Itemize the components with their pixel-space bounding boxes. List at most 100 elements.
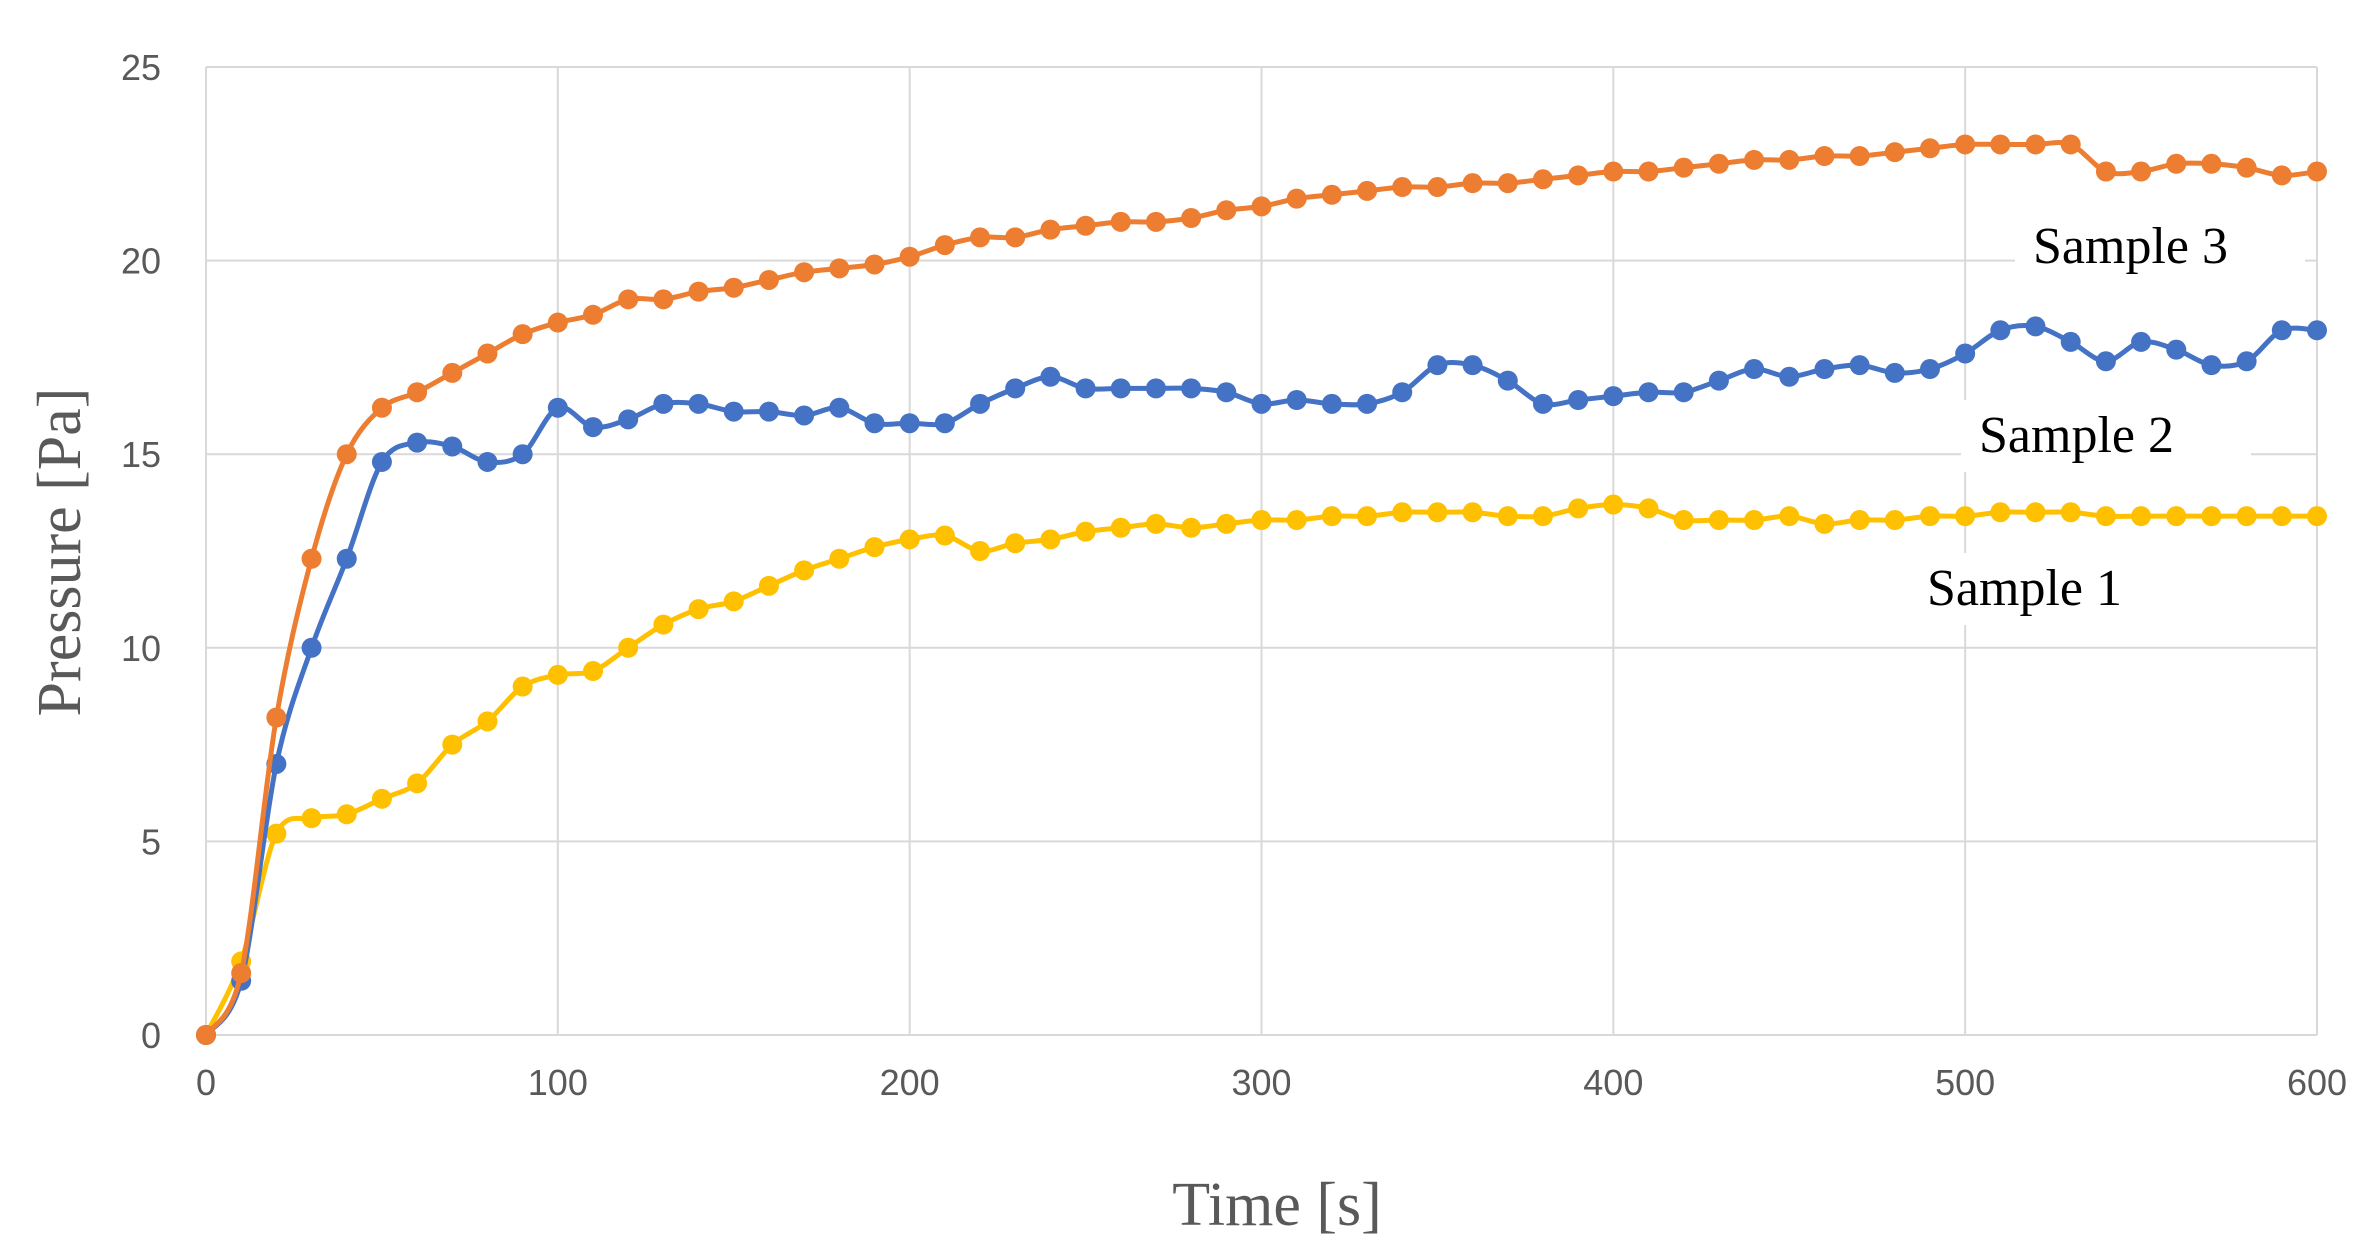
sample-2-point bbox=[1462, 355, 1483, 376]
sample-2-point bbox=[794, 405, 815, 426]
sample-2-point bbox=[1990, 320, 2011, 341]
sample-3-point bbox=[2095, 161, 2116, 182]
sample-2-point bbox=[1603, 386, 1624, 407]
sample-1-point bbox=[2166, 506, 2187, 527]
sample-3-point bbox=[1286, 188, 1307, 209]
sample-3-point bbox=[512, 324, 533, 345]
sample-2-point bbox=[1673, 382, 1694, 403]
sample-1-point bbox=[794, 560, 815, 581]
sample-3-label-bg bbox=[2015, 211, 2305, 283]
sample-3-point bbox=[2166, 153, 2187, 174]
sample-1-point bbox=[266, 823, 287, 844]
sample-3-point bbox=[1849, 146, 1870, 167]
sample-2-point bbox=[1216, 382, 1237, 403]
sample-3-point bbox=[1040, 219, 1061, 240]
sample-2-series bbox=[196, 316, 2327, 1045]
sample-3-point bbox=[442, 362, 463, 383]
sample-2-point bbox=[2307, 320, 2327, 341]
sample-1-label: Sample 1 bbox=[1927, 560, 2122, 617]
sample-3-point bbox=[1216, 200, 1237, 221]
sample-1-point bbox=[723, 591, 744, 612]
sample-1-point bbox=[758, 575, 779, 596]
sample-1-point bbox=[829, 548, 850, 569]
sample-1-point bbox=[1075, 521, 1096, 542]
sample-1-point bbox=[1814, 513, 1835, 534]
sample-3-point bbox=[1779, 149, 1800, 170]
y-tick-label: 10 bbox=[121, 628, 161, 669]
sample-3-point bbox=[2307, 161, 2327, 182]
sample-3-point bbox=[1251, 196, 1272, 217]
x-tick-label: 200 bbox=[880, 1062, 940, 1103]
label-layer: Sample 1 Sample 2 Sample 3 bbox=[1909, 211, 2305, 625]
sample-3-point bbox=[723, 277, 744, 298]
sample-3-point bbox=[899, 246, 920, 267]
sample-3-point bbox=[653, 289, 674, 310]
sample-1-point bbox=[1884, 510, 1905, 531]
sample-3-point bbox=[1497, 173, 1518, 194]
sample-1-point bbox=[970, 541, 991, 561]
sample-2-label: Sample 2 bbox=[1979, 407, 2174, 464]
sample-3-point bbox=[1321, 184, 1342, 205]
sample-1-point bbox=[1532, 506, 1553, 527]
sample-3-point bbox=[301, 548, 322, 569]
sample-2-point bbox=[512, 444, 533, 465]
sample-3-point bbox=[758, 269, 779, 290]
sample-3-point bbox=[196, 1025, 216, 1045]
sample-1-point bbox=[1708, 510, 1729, 531]
sample-1-point bbox=[934, 525, 955, 546]
sample-2-point bbox=[2236, 351, 2257, 372]
sample-1-point bbox=[1216, 513, 1237, 534]
sample-2-point bbox=[2166, 339, 2187, 360]
sample-3-series bbox=[196, 134, 2327, 1045]
y-tick-label: 5 bbox=[141, 821, 161, 862]
sample-2-point bbox=[1744, 359, 1765, 380]
sample-1-point bbox=[2307, 506, 2327, 527]
y-tick-label: 25 bbox=[121, 47, 161, 88]
sample-1-point bbox=[1040, 529, 1061, 550]
sample-2-point bbox=[2271, 320, 2292, 341]
sample-1-point bbox=[1005, 533, 1026, 554]
sample-1-point bbox=[1145, 513, 1166, 534]
sample-3-point bbox=[688, 281, 709, 302]
sample-3-point bbox=[794, 262, 815, 283]
sample-1-point bbox=[336, 804, 357, 825]
sample-2-point bbox=[583, 417, 604, 438]
sample-2-point bbox=[1427, 355, 1448, 376]
sample-2-point bbox=[1497, 370, 1518, 391]
sample-3-point bbox=[1568, 165, 1589, 186]
sample-2-point bbox=[301, 637, 322, 658]
sample-2-point bbox=[1849, 355, 1870, 376]
sample-1-point bbox=[1427, 502, 1448, 523]
x-tick-label: 500 bbox=[1935, 1062, 1995, 1103]
sample-2-point bbox=[407, 432, 428, 453]
sample-3-point bbox=[1110, 211, 1131, 232]
sample-1-point bbox=[1392, 502, 1413, 523]
sample-3-point bbox=[1392, 177, 1413, 198]
sample-2-point bbox=[899, 413, 920, 434]
sample-2-point bbox=[653, 393, 674, 414]
sample-2-point bbox=[2025, 316, 2046, 337]
sample-1-point bbox=[1181, 517, 1202, 538]
sample-3-point bbox=[1884, 142, 1905, 163]
sample-3-point bbox=[1005, 227, 1026, 248]
sample-1-point bbox=[1321, 506, 1342, 527]
sample-1-point bbox=[1744, 510, 1765, 531]
sample-1-point bbox=[2271, 506, 2292, 527]
sample-2-point bbox=[1568, 389, 1589, 410]
sample-3-point bbox=[1181, 208, 1202, 229]
sample-2-point bbox=[2131, 331, 2152, 352]
sample-3-point bbox=[1673, 157, 1694, 178]
sample-2-point bbox=[829, 397, 850, 418]
sample-3-point bbox=[2131, 161, 2152, 182]
sample-2-point bbox=[371, 451, 392, 472]
sample-1-point bbox=[1286, 510, 1307, 531]
sample-2-point bbox=[1110, 378, 1131, 399]
sample-3-point bbox=[583, 304, 604, 325]
sample-1-point bbox=[864, 537, 885, 558]
sample-1-point bbox=[1779, 506, 1800, 527]
sample-2-point bbox=[1040, 366, 1061, 387]
x-axis-title: Time [s] bbox=[1172, 1171, 1382, 1239]
sample-1-point bbox=[2095, 506, 2116, 527]
